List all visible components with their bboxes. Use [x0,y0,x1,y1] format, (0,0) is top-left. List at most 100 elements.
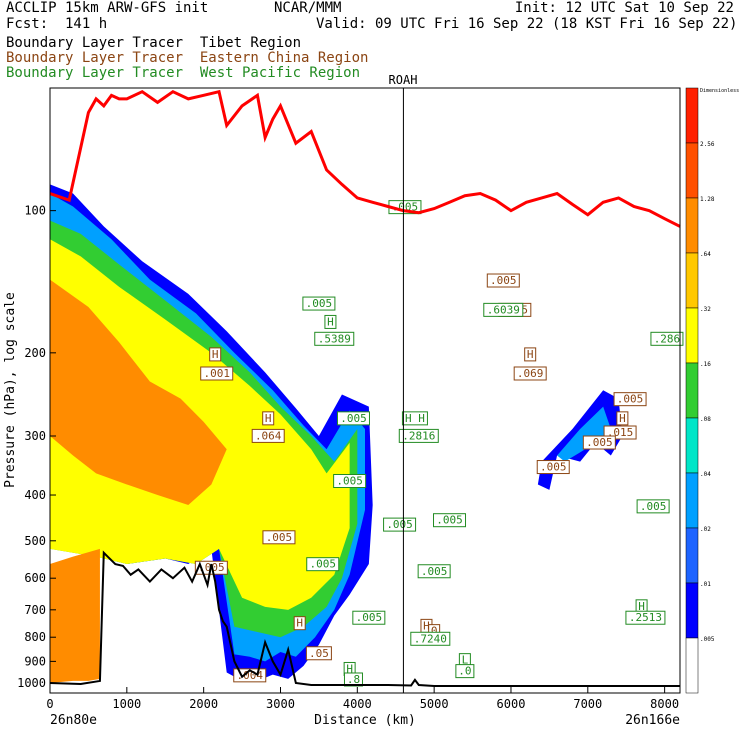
terrain-line [49,550,680,688]
contour-label-box-7 [524,347,537,362]
y-tick-label-0: 100 [24,204,46,218]
contour-label-box-3 [314,331,355,346]
contour-label-18: H [619,412,626,425]
colorbar-swatch-1 [685,142,699,199]
colorbar: .005 .01 .02 .04 .08 .16 .32 .64 1.28 2.56 Dimensi… [685,87,739,694]
contour-label-3: .5389 [318,332,351,345]
contour-label-2: H [327,315,334,328]
contour-label-34: 0 [431,625,438,638]
colorbar-swatch-4 [685,307,699,364]
init-time: Init: 12 UTC Sat 10 Sep 22 [514,0,734,16]
x-tick-label-7: 7000 [573,697,602,711]
contour-label-box-12 [262,411,275,426]
contour-label-40: H [346,662,353,675]
contour-label-box-30 [352,610,386,625]
contour-label-35: .7240 [414,632,447,645]
contour-label-7: H [527,348,534,361]
y-tick-label-1: 200 [24,346,46,360]
colorbar-title: Dimensionless [700,88,739,94]
colorbar-level-2: .02 [700,526,711,533]
y-axis-label: Pressure (hPa), log scale [3,292,18,488]
x-tick-label-0: 0 [46,697,53,711]
contour-label-box-1 [302,296,336,311]
x-end-label: 26n166e [625,713,680,728]
colorbar-level-3: .04 [700,471,711,478]
x-tick-label-4: 4000 [343,697,372,711]
contour-label-8: .069 [517,367,544,380]
contour-label-28: .005 [309,558,336,571]
contour-label-26: .005 [266,531,293,544]
y-tick-label-4: 500 [24,534,46,548]
x-tick-label-1: 1000 [112,697,141,711]
contour-label-22: .005 [336,475,363,488]
contour-label-box-21 [536,460,570,475]
legend-west-pacific: Boundary Layer Tracer West Pacific Regio… [6,65,361,81]
contour-label-box-4 [486,273,520,288]
valid-time: Valid: 09 UTC Fri 16 Sep 22 (18 KST Fri … [316,16,738,32]
contour-label-box-25 [636,499,670,514]
contour-label-box-18 [616,411,629,426]
colorbar-level-0: .005 [700,636,715,643]
legend-tibet: Boundary Layer Tracer Tibet Region [6,35,302,51]
contour-label-box-22 [333,474,367,489]
contour-label-16: .2816 [402,429,435,442]
x-tick-label-3: 3000 [266,697,295,711]
contour-label-box-13 [251,428,285,443]
x-start-label: 26n80e [50,713,97,728]
contour-label-21: .005 [540,461,567,474]
contour-label-13: .064 [255,429,282,442]
contour-label-box-8 [513,366,547,381]
contour-label-10: H [212,348,219,361]
y-tick-label-9: 1000 [17,676,46,690]
contour-label-box-35 [410,631,451,646]
contour-label-box-39 [455,664,475,679]
colorbar-swatch-6 [685,417,699,474]
colorbar-level-1: .01 [700,581,711,588]
forecast-hour: Fcst: 141 h [6,16,108,32]
x-axis-label: Distance (km) [314,713,416,728]
contour-label-24: .005 [436,514,463,527]
contour-label-box-16 [398,428,439,443]
contour-label-37: .2513 [629,611,662,624]
colorbar-swatch-0 [685,87,699,144]
y-tick-label-8: 900 [24,654,46,668]
contour-label-box-26 [262,530,296,545]
colorbar-level-5: .16 [700,361,711,368]
contour-label-36: H [638,600,645,613]
contour-label-20: .005 [586,436,613,449]
legend-eastern-china: Boundary Layer Tracer Eastern China Regi… [6,50,369,66]
colorbar-swatch-2 [685,197,699,254]
colorbar-swatch-5 [685,362,699,419]
line-layer [49,88,681,693]
x-tick-label-6: 6000 [497,697,526,711]
contour-label-17: .005 [617,393,644,406]
axis-layer: 0 1000 2000 3000 4000 5000 6000 7000 80001002003… [17,204,679,711]
contour-label-box-9 [650,331,684,346]
y-tick-label-6: 700 [24,603,46,617]
contour-label-29: .005 [421,565,448,578]
colorbar-level-8: 1.28 [700,196,715,203]
contour-label-12: H [265,412,272,425]
contour-label-box-17 [613,392,647,407]
tracer-region-5 [50,548,100,683]
contour-label-box-6 [483,302,524,317]
contour-label-14: .005 [340,412,367,425]
contour-label-box-32 [305,646,332,661]
tracer-region-4 [50,279,227,506]
colorbar-level-6: .32 [700,306,711,313]
contour-label-42: .004 [237,669,264,682]
contour-label-box-37 [625,610,666,625]
contour-label-1: .005 [306,297,333,310]
x-tick-label-5: 5000 [420,697,449,711]
colorbar-swatch-8 [685,527,699,584]
station-marker-label: ROAH [389,73,418,87]
contour-label-32: .05 [309,647,329,660]
contour-label-33: H [423,619,430,632]
contour-label-box-20 [582,435,616,450]
contour-label-4: .005 [490,274,517,287]
colorbar-swatch-7 [685,472,699,529]
tracer-region-7 [557,406,611,462]
contour-label-38: L [462,654,469,667]
contour-label-41: .8 [347,673,360,686]
